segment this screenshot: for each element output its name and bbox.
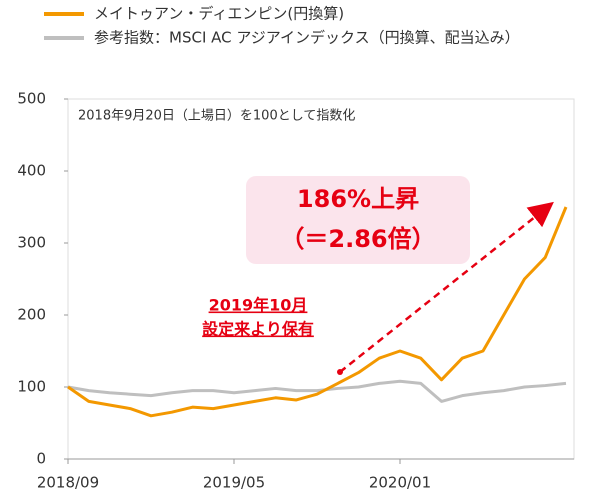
- annotation: 2019年10月: [209, 296, 308, 315]
- legend-label: 参考指数：MSCI AC アジアインデックス（円換算、配当込み）: [94, 29, 520, 47]
- series-line: [67, 206, 568, 418]
- annotation-box: [246, 176, 470, 264]
- y-tick-label: 500: [17, 90, 46, 108]
- y-tick-label: 100: [17, 378, 46, 396]
- annotation: 186%上昇: [297, 185, 419, 213]
- series-line: [67, 379, 567, 403]
- y-tick-label: 300: [17, 234, 46, 252]
- note: 2018年9月20日（上場日）を100として指数化: [78, 109, 355, 124]
- arrow: [339, 201, 554, 373]
- annotation: 設定来より保有: [202, 320, 314, 339]
- x-tick-label: 2018/09: [37, 474, 99, 492]
- y-tick-label: 400: [17, 162, 46, 180]
- y-tick-label: 0: [36, 450, 46, 468]
- dot: [337, 369, 343, 375]
- y-tick-label: 200: [17, 306, 46, 324]
- plot-frame: [67, 98, 575, 460]
- annotation: （＝2.86倍）: [280, 225, 435, 253]
- x-tick-label: 2019/05: [203, 474, 265, 492]
- legend-label: メイトゥアン・ディエンピン(円換算): [94, 5, 344, 23]
- x-tick-label: 2020/01: [369, 474, 431, 492]
